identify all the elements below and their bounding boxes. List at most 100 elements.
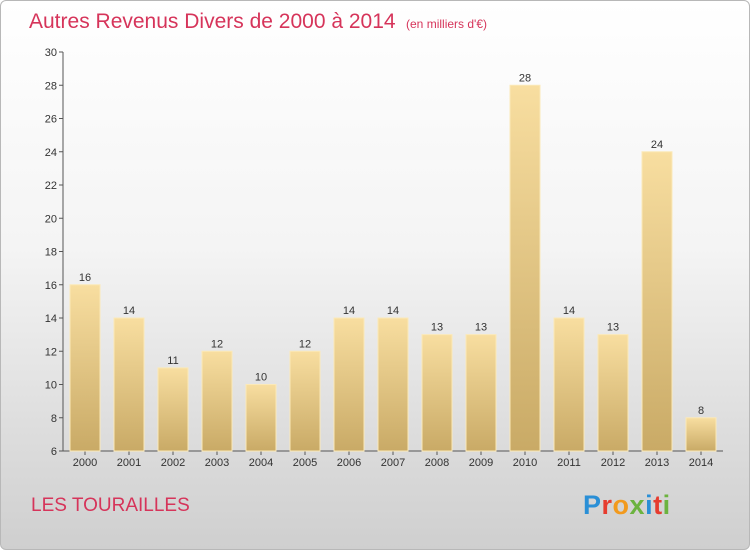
y-tick: 6 xyxy=(51,446,63,458)
y-tick: 8 xyxy=(51,413,63,425)
chart-title-unit: (en milliers d'€) xyxy=(406,17,487,31)
y-tick-label: 14 xyxy=(45,313,57,325)
x-tick: 2001 xyxy=(117,451,141,469)
y-tick-label: 10 xyxy=(45,380,57,392)
x-tick: 2009 xyxy=(469,451,493,469)
x-tick-label: 2007 xyxy=(381,457,405,469)
data-label-2014: 8 xyxy=(698,405,704,417)
bar-2014 xyxy=(685,417,717,452)
bars xyxy=(69,84,717,452)
x-tick: 2012 xyxy=(601,451,625,469)
x-tick-label: 2009 xyxy=(469,457,493,469)
bar-2007 xyxy=(377,317,409,452)
y-tick-label: 6 xyxy=(51,446,57,458)
x-tick-label: 2000 xyxy=(73,457,97,469)
x-tick-label: 2014 xyxy=(689,457,713,469)
data-label-2012: 13 xyxy=(607,322,619,334)
x-tick-label: 2001 xyxy=(117,457,141,469)
data-label-2006: 14 xyxy=(343,305,355,317)
logo-letter: r xyxy=(601,490,613,520)
x-tick: 2003 xyxy=(205,451,229,469)
x-tick: 2005 xyxy=(293,451,317,469)
logo-letter: i xyxy=(662,490,671,520)
x-tick-label: 2005 xyxy=(293,457,317,469)
y-tick: 18 xyxy=(45,247,63,259)
x-tick-label: 2011 xyxy=(557,457,581,469)
chart-title-main: Autres Revenus Divers de 2000 à 2014 xyxy=(29,10,396,33)
x-tick: 2007 xyxy=(381,451,405,469)
x-tick-label: 2003 xyxy=(205,457,229,469)
x-tick: 2014 xyxy=(689,451,713,469)
location-label: LES TOURAILLES xyxy=(31,495,190,516)
y-tick-label: 26 xyxy=(45,114,57,126)
chart-title: Autres Revenus Divers de 2000 à 2014 (en… xyxy=(29,10,487,34)
y-tick: 22 xyxy=(45,180,63,192)
x-tick-label: 2010 xyxy=(513,457,537,469)
bar-2009 xyxy=(465,334,497,452)
y-tick: 30 xyxy=(45,47,63,59)
data-label-2003: 12 xyxy=(211,338,223,350)
logo-letter: o xyxy=(612,490,630,520)
bar-2002 xyxy=(157,367,189,452)
y-tick-label: 28 xyxy=(45,80,57,92)
logo-letter: t xyxy=(653,490,663,520)
logo-letter: P xyxy=(583,490,602,520)
data-label-2004: 10 xyxy=(255,372,267,384)
y-tick-label: 20 xyxy=(45,213,57,225)
bar-2001 xyxy=(113,317,145,452)
x-tick: 2008 xyxy=(425,451,449,469)
bar-2013 xyxy=(641,151,673,452)
y-tick: 26 xyxy=(45,114,63,126)
y-tick-label: 8 xyxy=(51,413,57,425)
x-tick: 2013 xyxy=(645,451,669,469)
x-tick: 2000 xyxy=(73,451,97,469)
bar-2004 xyxy=(245,384,277,452)
y-tick: 10 xyxy=(45,380,63,392)
x-tick: 2011 xyxy=(557,451,581,469)
proxiti-logo: Proxiti xyxy=(583,490,671,521)
y-tick: 28 xyxy=(45,80,63,92)
bar-2006 xyxy=(333,317,365,452)
x-tick-label: 2008 xyxy=(425,457,449,469)
data-label-2011: 14 xyxy=(563,305,575,317)
data-label-2005: 12 xyxy=(299,338,311,350)
x-tick-label: 2004 xyxy=(249,457,273,469)
y-tick: 20 xyxy=(45,213,63,225)
data-label-2007: 14 xyxy=(387,305,399,317)
x-tick-label: 2006 xyxy=(337,457,361,469)
bar-2000 xyxy=(69,284,101,452)
x-tick: 2010 xyxy=(513,451,537,469)
bar-2008 xyxy=(421,334,453,452)
y-tick-label: 18 xyxy=(45,247,57,259)
y-tick-label: 22 xyxy=(45,180,57,192)
x-tick: 2006 xyxy=(337,451,361,469)
y-tick: 16 xyxy=(45,280,63,292)
bar-2005 xyxy=(289,350,321,452)
x-tick: 2004 xyxy=(249,451,273,469)
y-tick: 14 xyxy=(45,313,63,325)
data-label-2002: 11 xyxy=(167,355,178,367)
x-tick: 2002 xyxy=(161,451,185,469)
y-tick-label: 12 xyxy=(45,346,57,358)
data-label-2008: 13 xyxy=(431,322,443,334)
data-label-2013: 24 xyxy=(651,139,663,151)
x-tick-label: 2012 xyxy=(601,457,625,469)
y-tick: 12 xyxy=(45,346,63,358)
data-label-2000: 16 xyxy=(79,272,91,284)
y-tick: 24 xyxy=(45,147,63,159)
y-tick-label: 30 xyxy=(45,47,57,59)
logo-letter: x xyxy=(629,490,646,520)
y-tick-label: 16 xyxy=(45,280,57,292)
bar-2010 xyxy=(509,84,541,452)
data-label-2001: 14 xyxy=(123,305,135,317)
x-tick-label: 2002 xyxy=(161,457,185,469)
data-label-2010: 28 xyxy=(519,72,531,84)
bar-2012 xyxy=(597,334,629,452)
bar-2003 xyxy=(201,350,233,452)
y-tick-label: 24 xyxy=(45,147,57,159)
data-label-2009: 13 xyxy=(475,322,487,334)
x-tick-label: 2013 xyxy=(645,457,669,469)
logo-letter: i xyxy=(645,490,654,520)
data-labels: 16 14 11 12 10 12 14 14 13 13 28 14 13 24 8 xyxy=(79,72,704,417)
